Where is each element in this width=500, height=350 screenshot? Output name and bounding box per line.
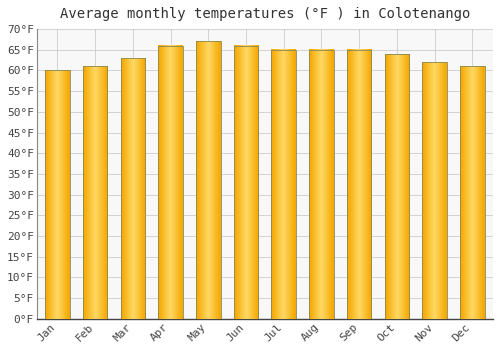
Bar xyxy=(83,66,108,319)
Bar xyxy=(309,50,334,319)
Bar xyxy=(234,46,258,319)
Bar xyxy=(460,66,484,319)
Title: Average monthly temperatures (°F ) in Colotenango: Average monthly temperatures (°F ) in Co… xyxy=(60,7,470,21)
Bar xyxy=(384,54,409,319)
Bar xyxy=(158,46,183,319)
Bar xyxy=(45,70,70,319)
Bar xyxy=(422,62,447,319)
Bar xyxy=(120,58,145,319)
Bar xyxy=(347,50,372,319)
Bar xyxy=(272,50,296,319)
Bar xyxy=(196,42,220,319)
